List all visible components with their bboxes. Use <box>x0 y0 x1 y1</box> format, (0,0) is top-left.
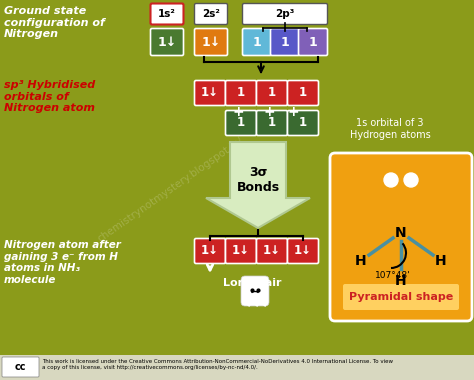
Text: 1↓: 1↓ <box>294 244 312 258</box>
FancyBboxPatch shape <box>151 28 183 55</box>
Text: 1s orbital of 3
Hydrogen atoms: 1s orbital of 3 Hydrogen atoms <box>350 118 430 139</box>
Text: 1: 1 <box>253 35 261 49</box>
FancyBboxPatch shape <box>256 81 288 106</box>
FancyBboxPatch shape <box>194 239 226 263</box>
Text: 107°48': 107°48' <box>375 271 411 280</box>
Text: 2p³: 2p³ <box>275 9 295 19</box>
Text: Pyramidal shape: Pyramidal shape <box>349 292 453 302</box>
Text: +: + <box>287 105 299 119</box>
Text: 3σ
Bonds: 3σ Bonds <box>237 166 280 194</box>
Text: 1↓: 1↓ <box>201 35 220 49</box>
Text: H: H <box>395 274 407 288</box>
FancyBboxPatch shape <box>194 28 228 55</box>
Text: 1: 1 <box>299 87 307 100</box>
Text: 1: 1 <box>281 35 289 49</box>
Text: Nitrogen atom after
gaining 3 e⁻ from H
atoms in NH₃
molecule: Nitrogen atom after gaining 3 e⁻ from H … <box>4 240 121 285</box>
Text: H: H <box>355 254 367 268</box>
Text: 1: 1 <box>299 117 307 130</box>
FancyBboxPatch shape <box>299 28 328 55</box>
Text: chemistrynotmystery.blogspot.in/: chemistrynotmystery.blogspot.in/ <box>95 136 245 244</box>
Text: 1↓: 1↓ <box>201 87 219 100</box>
Text: 1: 1 <box>268 117 276 130</box>
FancyBboxPatch shape <box>2 357 39 377</box>
Text: Ground state
configuration of
Nitrogen: Ground state configuration of Nitrogen <box>4 6 105 39</box>
FancyBboxPatch shape <box>226 111 256 136</box>
FancyBboxPatch shape <box>256 239 288 263</box>
Text: 1s²: 1s² <box>158 9 176 19</box>
FancyBboxPatch shape <box>194 3 228 24</box>
FancyBboxPatch shape <box>243 3 328 24</box>
FancyBboxPatch shape <box>226 81 256 106</box>
FancyBboxPatch shape <box>151 3 183 24</box>
Text: 1↓: 1↓ <box>157 35 177 49</box>
FancyBboxPatch shape <box>330 153 472 321</box>
Text: 1↓: 1↓ <box>201 244 219 258</box>
Text: sp³ Hybridised
orbitals of
Nitrogen atom: sp³ Hybridised orbitals of Nitrogen atom <box>4 80 95 113</box>
Text: 2s²: 2s² <box>202 9 220 19</box>
FancyBboxPatch shape <box>241 276 269 306</box>
Polygon shape <box>206 142 310 228</box>
FancyBboxPatch shape <box>256 111 288 136</box>
Text: N: N <box>395 226 407 240</box>
FancyBboxPatch shape <box>243 28 272 55</box>
Text: 1: 1 <box>309 35 318 49</box>
Text: 1: 1 <box>237 117 245 130</box>
Circle shape <box>384 173 398 187</box>
Text: +: + <box>263 105 275 119</box>
FancyBboxPatch shape <box>226 239 256 263</box>
Text: 1: 1 <box>237 87 245 100</box>
Text: This work is licensed under the Creative Commons Attribution-NonCommercial-NoDer: This work is licensed under the Creative… <box>42 359 393 370</box>
Text: +: + <box>232 105 244 119</box>
FancyBboxPatch shape <box>288 239 319 263</box>
Text: H: H <box>435 254 447 268</box>
Text: 1: 1 <box>268 87 276 100</box>
FancyBboxPatch shape <box>0 355 474 380</box>
FancyBboxPatch shape <box>288 111 319 136</box>
Text: cc: cc <box>14 362 26 372</box>
Circle shape <box>404 173 418 187</box>
Text: Lone pair: Lone pair <box>223 278 281 288</box>
Text: 1↓: 1↓ <box>232 244 250 258</box>
FancyBboxPatch shape <box>288 81 319 106</box>
FancyBboxPatch shape <box>343 284 459 310</box>
Text: 1↓: 1↓ <box>263 244 281 258</box>
FancyBboxPatch shape <box>271 28 300 55</box>
FancyBboxPatch shape <box>194 81 226 106</box>
